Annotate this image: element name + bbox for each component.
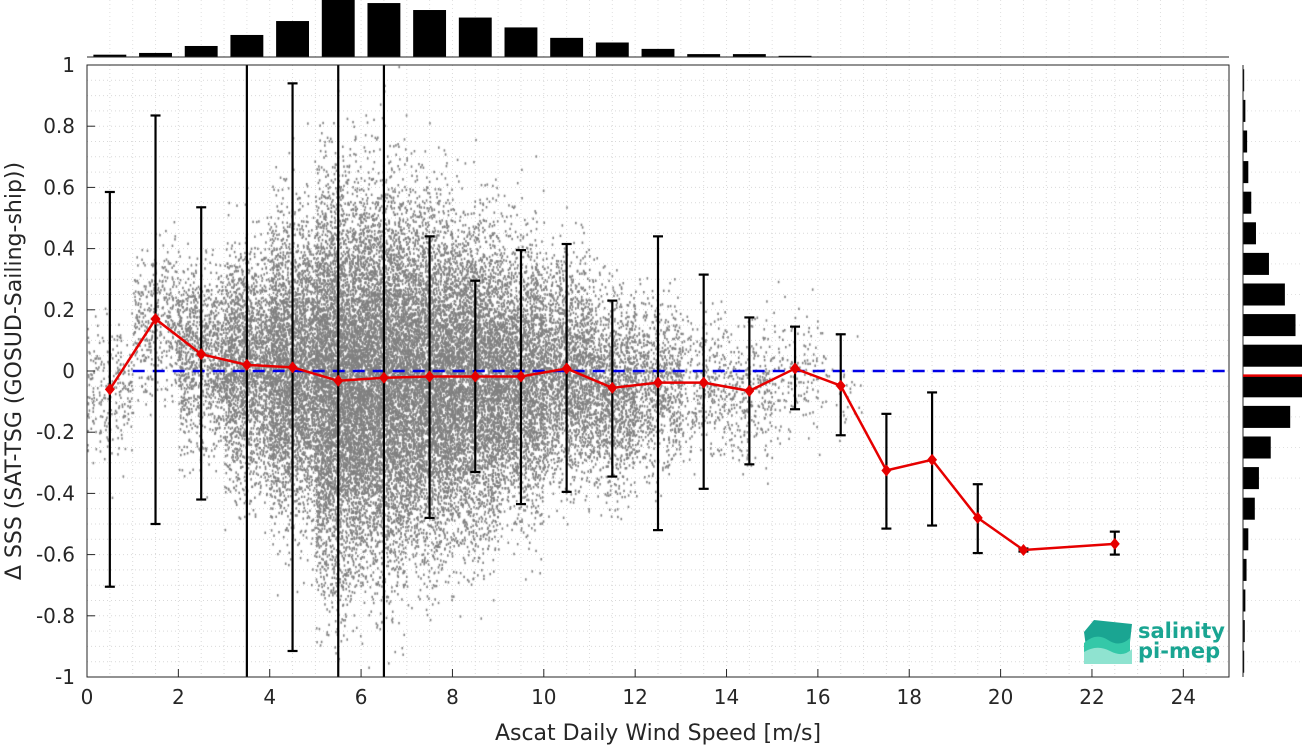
mean-marker: [196, 348, 207, 361]
right-hist-bar: [1243, 589, 1246, 612]
top-hist-bar: [641, 48, 675, 57]
mean-marker: [744, 384, 755, 397]
right-hist-bar: [1243, 375, 1302, 398]
y-tick-label: -1: [55, 665, 75, 689]
right-hist-bar: [1243, 467, 1259, 490]
mean-marker: [424, 370, 435, 383]
top-hist-bar: [321, 0, 355, 57]
y-tick-label: 1: [62, 53, 75, 77]
right-hist-bar: [1243, 497, 1255, 520]
mean-marker: [515, 370, 526, 383]
x-tick-label: 20: [988, 685, 1013, 709]
top-hist-bar: [504, 27, 538, 57]
right-hist-bar: [1243, 252, 1269, 275]
x-tick-label: 14: [714, 685, 739, 709]
top-hist-bar: [687, 54, 721, 57]
mean-marker: [1109, 537, 1120, 550]
right-histogram: [1242, 65, 1302, 677]
mean-marker: [561, 362, 572, 375]
y-tick-label: 0.6: [43, 175, 75, 199]
right-hist-bar: [1243, 650, 1245, 673]
top-hist-bar: [778, 55, 812, 57]
right-hist-bar: [1243, 344, 1302, 367]
mean-marker: [835, 379, 846, 392]
right-hist-bar: [1243, 436, 1271, 459]
right-hist-bar: [1243, 558, 1247, 581]
right-hist-bar: [1243, 99, 1246, 122]
top-hist-bar: [732, 54, 766, 57]
top-hist-bar: [230, 34, 264, 57]
top-hist-bar: [550, 37, 584, 57]
right-hist-bar: [1243, 620, 1245, 643]
x-tick-label: 16: [805, 685, 830, 709]
y-tick-label: -0.8: [36, 604, 75, 628]
logo-line1: salinity: [1138, 619, 1225, 643]
right-hist-bar: [1243, 191, 1252, 214]
right-hist-bar: [1243, 314, 1296, 337]
y-tick-label: -0.4: [36, 481, 75, 505]
x-tick-label: 10: [531, 685, 556, 709]
right-hist-bar: [1243, 405, 1291, 428]
mean-marker: [927, 453, 938, 466]
mean-polyline: [108, 317, 1115, 552]
x-tick-label: 24: [1171, 685, 1196, 709]
salinity-pimep-logo: salinity pi-mep: [1084, 619, 1225, 664]
top-hist-bar: [367, 3, 401, 57]
x-tick-label: 8: [446, 685, 459, 709]
y-tick-label: -0.2: [36, 420, 75, 444]
x-tick-label: 18: [897, 685, 922, 709]
y-axis-title: Δ SSS (SAT-TSG (GOSUD-Sailing-ship)): [2, 162, 27, 580]
mean-marker: [607, 381, 618, 394]
mean-line: [104, 312, 1120, 557]
x-tick-label: 22: [1079, 685, 1104, 709]
x-tick-label: 2: [172, 685, 185, 709]
y-tick-label: 0.8: [43, 114, 75, 138]
mean-marker: [241, 358, 252, 371]
tick-labels: 0 2 4 6 8 10 12 14 16 18 20 22 24-1-0.8-0.6-0.4-0.20…: [36, 53, 1196, 709]
top-hist-bar: [458, 17, 492, 58]
y-tick-label: 0: [62, 359, 75, 383]
y-tick-label: 0.4: [43, 237, 75, 261]
x-tick-label: 12: [622, 685, 647, 709]
top-hist-bar: [413, 10, 447, 57]
mean-marker: [287, 361, 298, 374]
right-hist-bar: [1243, 528, 1249, 551]
mean-marker: [698, 376, 709, 389]
x-tick-label: 4: [263, 685, 276, 709]
x-axis-title: Ascat Daily Wind Speed [m/s]: [495, 721, 821, 746]
mean-marker: [378, 371, 389, 384]
x-tick-label: 0: [81, 685, 94, 709]
mean-marker: [881, 464, 892, 477]
right-hist-bar: [1243, 161, 1249, 184]
top-hist-bar: [184, 45, 218, 57]
mean-marker: [333, 374, 344, 387]
right-hist-bar: [1243, 130, 1248, 153]
x-tick-label: 6: [355, 685, 368, 709]
right-hist-bar: [1243, 283, 1285, 306]
mean-marker: [972, 511, 983, 524]
right-hist-bar: [1243, 222, 1256, 245]
mean-marker: [150, 312, 161, 325]
logo-line2: pi-mep: [1138, 639, 1220, 663]
mean-marker: [653, 376, 663, 389]
top-hist-bar: [139, 52, 172, 57]
top-hist-bar: [276, 21, 310, 57]
y-tick-label: 0.2: [43, 298, 75, 322]
top-hist-bar: [93, 54, 127, 57]
wave-icon: [1084, 620, 1132, 664]
mean-marker: [104, 383, 115, 396]
axes: [86, 64, 1230, 678]
top-histogram: [87, 0, 1229, 58]
right-hist-bar: [1243, 69, 1245, 92]
y-tick-label: -0.6: [36, 543, 75, 567]
mean-marker: [790, 362, 801, 375]
top-hist-bar: [595, 42, 629, 57]
mean-marker: [1018, 544, 1029, 557]
mean-marker: [470, 370, 481, 383]
